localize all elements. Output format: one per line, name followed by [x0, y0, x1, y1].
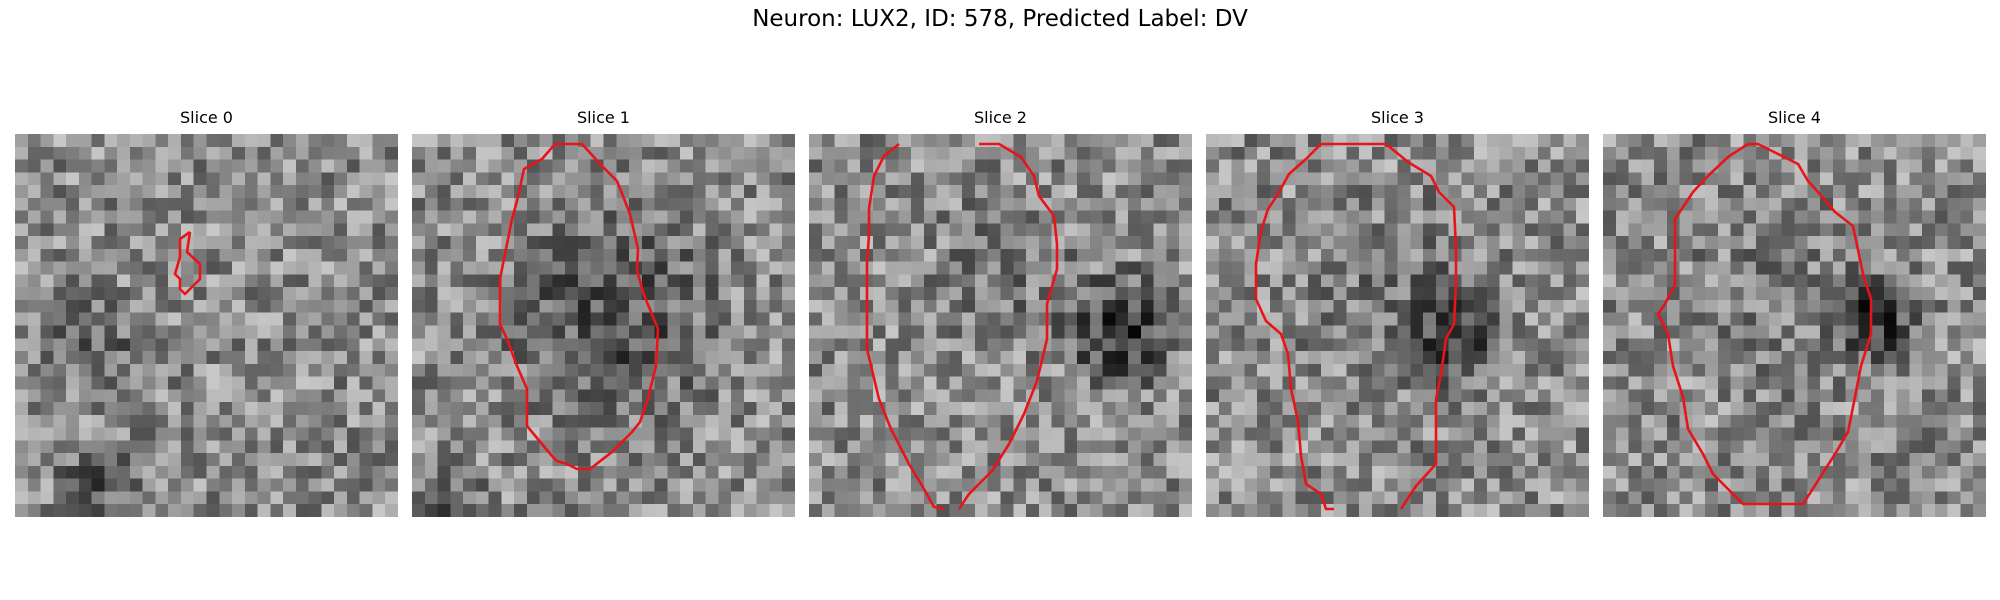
neuron-contour	[173, 230, 202, 296]
slice-image-2	[809, 134, 1192, 517]
slice-panel-0: Slice 0	[15, 108, 398, 517]
neuron-contour	[1254, 143, 1334, 511]
slice-title: Slice 3	[1371, 108, 1424, 127]
neuron-contour	[1656, 142, 1873, 506]
microscopy-slice-image	[1603, 134, 1986, 517]
neuron-contour-overlay	[173, 230, 202, 296]
slice-title: Slice 4	[1768, 108, 1821, 127]
microscopy-slice-image	[15, 134, 398, 517]
neuron-contour-overlay	[865, 142, 1059, 511]
slice-title: Slice 0	[180, 108, 233, 127]
slice-panel-1: Slice 1	[412, 108, 795, 517]
neuron-contour-overlay	[1254, 142, 1458, 511]
slice-panel-2: Slice 2	[809, 108, 1192, 517]
neuron-contour	[865, 142, 945, 511]
slice-panel-3: Slice 3	[1206, 108, 1589, 517]
figure-title: Neuron: LUX2, ID: 578, Predicted Label: …	[752, 6, 1248, 32]
microscopy-slice-image	[809, 134, 1192, 517]
neuron-contour	[1321, 142, 1458, 510]
slice-image-3	[1206, 134, 1589, 517]
slice-title: Slice 2	[974, 108, 1027, 127]
slice-panel-4: Slice 4	[1603, 108, 1986, 517]
neuron-contour	[498, 142, 660, 471]
slice-title: Slice 1	[577, 108, 630, 127]
neuron-contour	[957, 142, 1059, 510]
slice-image-4	[1603, 134, 1986, 517]
slice-image-1	[412, 134, 795, 517]
neuron-contour-overlay	[1656, 142, 1873, 506]
slice-image-0	[15, 134, 398, 517]
neuron-contour-overlay	[498, 142, 660, 471]
microscopy-slice-image	[412, 134, 795, 517]
